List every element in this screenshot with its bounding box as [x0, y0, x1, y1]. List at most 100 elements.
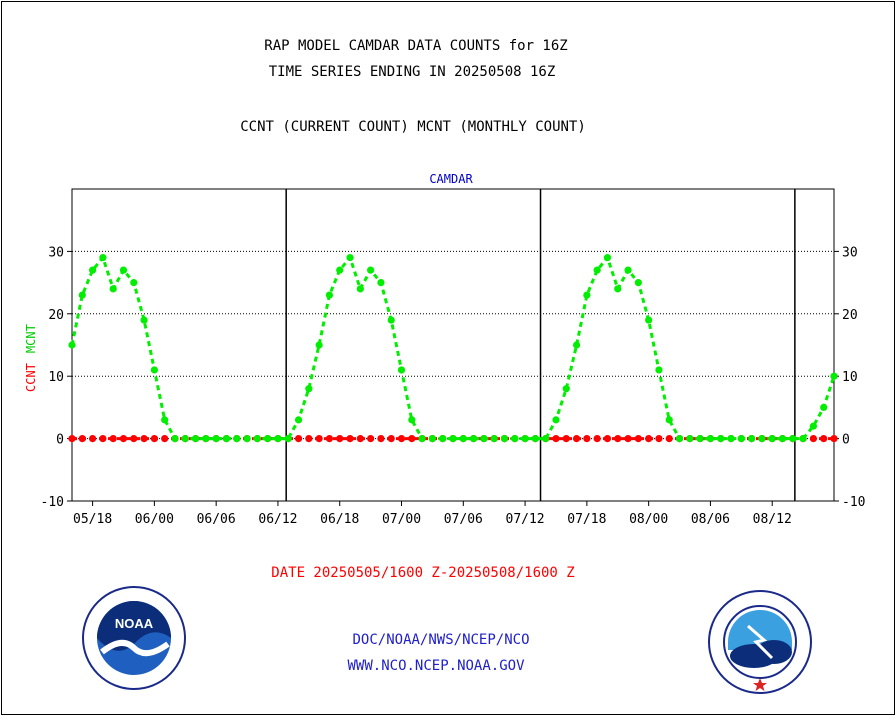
x-tick-label: 07/00 — [382, 512, 421, 527]
data-point-mcnt — [809, 422, 818, 430]
y-tick-label-right: 20 — [842, 308, 858, 323]
date-range-label: DATE 20250505/1600 Z-20250508/1600 Z — [271, 565, 575, 581]
data-point-mcnt — [356, 285, 364, 293]
x-tick-label: 06/12 — [258, 512, 297, 527]
data-point-mcnt — [624, 266, 632, 274]
data-point-ccnt — [809, 435, 818, 443]
data-point-mcnt — [717, 435, 725, 443]
data-point-mcnt — [737, 435, 745, 443]
data-point-mcnt — [459, 435, 467, 443]
data-point-ccnt — [397, 435, 406, 443]
title-line-2: TIME SERIES ENDING IN 20250508 16Z — [268, 64, 556, 80]
data-point-mcnt — [284, 435, 292, 443]
data-point-ccnt — [78, 435, 86, 443]
data-point-mcnt — [181, 435, 189, 443]
chart-title: CAMDAR — [429, 172, 473, 186]
data-point-ccnt — [820, 435, 828, 443]
data-point-mcnt — [614, 285, 622, 293]
data-point-mcnt — [655, 366, 663, 374]
data-point-mcnt — [109, 285, 117, 293]
data-point-ccnt — [88, 435, 97, 443]
data-point-ccnt — [99, 435, 107, 443]
data-point-mcnt — [696, 435, 704, 443]
data-point-mcnt — [202, 435, 210, 443]
data-point-mcnt — [634, 279, 642, 287]
data-point-mcnt — [88, 266, 97, 274]
data-point-mcnt — [418, 435, 426, 443]
data-point-mcnt — [99, 254, 107, 262]
data-point-ccnt — [119, 435, 128, 443]
data-point-ccnt — [645, 435, 653, 443]
x-tick-label: 07/18 — [567, 512, 606, 527]
data-point-mcnt — [748, 435, 756, 443]
data-point-mcnt — [583, 291, 591, 299]
data-point-mcnt — [150, 366, 158, 374]
data-point-mcnt — [253, 435, 261, 443]
data-point-mcnt — [294, 416, 303, 424]
data-point-ccnt — [634, 435, 642, 443]
data-point-ccnt — [655, 435, 663, 443]
data-point-ccnt — [614, 435, 622, 443]
series-line-mcnt — [70, 254, 836, 441]
y-tick-label-left: 10 — [48, 370, 64, 385]
y-tick-label-right: -10 — [842, 495, 865, 510]
data-point-mcnt — [706, 435, 715, 443]
y-tick-label-right: 0 — [842, 433, 850, 448]
x-tick-label: 07/12 — [506, 512, 545, 527]
data-point-mcnt — [727, 435, 735, 443]
national-weather-service-logo — [708, 590, 812, 694]
data-point-mcnt — [274, 435, 282, 443]
data-point-mcnt — [367, 266, 375, 274]
data-point-ccnt — [130, 435, 138, 443]
x-tick-label: 07/06 — [444, 512, 483, 527]
data-point-mcnt — [665, 416, 673, 424]
data-point-mcnt — [593, 266, 601, 274]
data-point-ccnt — [593, 435, 601, 443]
data-point-mcnt — [377, 279, 385, 287]
data-point-mcnt — [603, 254, 612, 262]
data-point-mcnt — [778, 435, 787, 443]
data-point-mcnt — [130, 279, 138, 287]
y-tick-label-left: -10 — [41, 495, 64, 510]
data-point-mcnt — [305, 385, 313, 393]
x-tick-label: 06/00 — [135, 512, 174, 527]
data-point-mcnt — [686, 435, 694, 443]
data-point-mcnt — [243, 435, 251, 443]
data-point-ccnt — [161, 435, 169, 443]
y-tick-label-right: 30 — [842, 245, 858, 260]
url-link[interactable]: WWW.NCO.NCEP.NOAA.GOV — [347, 658, 525, 674]
data-point-ccnt — [140, 435, 148, 443]
title-line-1: RAP MODEL CAMDAR DATA COUNTS for 16Z — [264, 38, 568, 54]
data-point-ccnt — [294, 435, 303, 443]
data-point-mcnt — [469, 435, 478, 443]
data-point-mcnt — [500, 435, 509, 443]
noaa-logo-text: NOAA — [115, 616, 154, 631]
data-point-mcnt — [325, 291, 334, 299]
data-point-mcnt — [336, 266, 344, 274]
x-tick-label: 08/06 — [691, 512, 730, 527]
data-point-ccnt — [562, 435, 570, 443]
data-point-mcnt — [222, 435, 231, 443]
data-point-mcnt — [346, 254, 354, 262]
y-tick-label-left: 30 — [48, 245, 64, 260]
data-point-ccnt — [830, 435, 838, 443]
x-tick-label: 06/06 — [197, 512, 236, 527]
data-point-mcnt — [397, 366, 406, 374]
data-point-ccnt — [408, 435, 416, 443]
data-point-mcnt — [511, 435, 519, 443]
data-point-mcnt — [449, 435, 457, 443]
data-point-mcnt — [490, 435, 498, 443]
data-point-mcnt — [758, 435, 766, 443]
data-point-ccnt — [624, 435, 632, 443]
data-point-mcnt — [820, 403, 828, 411]
data-point-ccnt — [109, 435, 117, 443]
org-label: DOC/NOAA/NWS/NCEP/NCO — [352, 632, 530, 648]
data-point-mcnt — [171, 435, 179, 443]
data-point-mcnt — [542, 435, 550, 443]
data-point-ccnt — [377, 435, 385, 443]
data-point-mcnt — [645, 316, 653, 324]
data-point-ccnt — [665, 435, 673, 443]
data-point-ccnt — [367, 435, 375, 443]
data-point-ccnt — [346, 435, 354, 443]
data-point-mcnt — [768, 435, 776, 443]
